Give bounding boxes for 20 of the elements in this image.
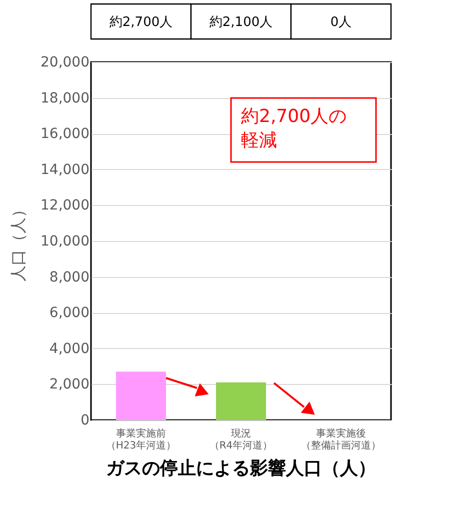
annotation: 約2,700人の軽減	[241, 106, 347, 151]
data-label: 0人	[330, 15, 352, 30]
text: ガスの停止による影響人口（人）	[106, 458, 376, 479]
y-tick-label: 2,000	[49, 376, 90, 393]
y-tick-label: 16,000	[40, 126, 90, 142]
y-tick-label: 0	[80, 412, 90, 428]
data-label: 約2,700人	[109, 15, 173, 30]
x-tick-label: 事業実施後（整備計画河道）	[301, 428, 381, 452]
y-tick-label: 14,000	[40, 162, 90, 178]
x-tick-label: 事業実施前（H23年河道）	[106, 428, 176, 452]
data-label: 約2,100人	[209, 15, 273, 30]
y-tick-label: 18,000	[40, 90, 90, 106]
y-tick-label: 20,000	[40, 54, 90, 70]
y-axis-title: 人口（人）	[8, 202, 28, 282]
y-tick-label: 10,000	[40, 234, 90, 250]
y-tick-label: 6,000	[49, 305, 90, 322]
y-tick-label: 12,000	[40, 198, 90, 214]
y-tick-label: 4,000	[49, 340, 90, 357]
y-tick-label: 8,000	[49, 269, 90, 286]
x-tick-label: 現況（R4年河道）	[209, 428, 273, 452]
